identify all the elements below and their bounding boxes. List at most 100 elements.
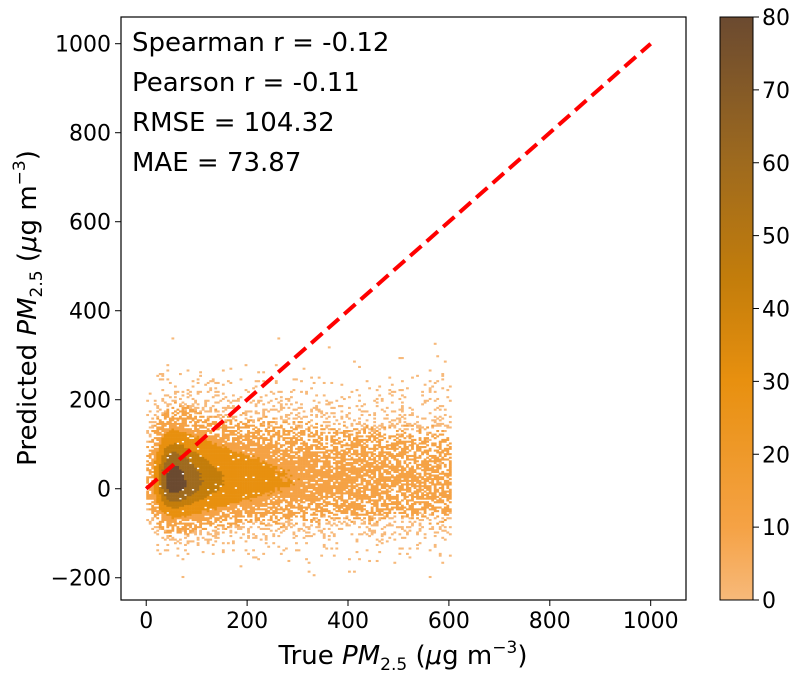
density-cell (305, 558, 308, 561)
density-cell (360, 474, 364, 477)
density-cell (279, 417, 283, 420)
density-cell (168, 447, 172, 450)
density-cell (206, 492, 210, 495)
density-cell (231, 515, 235, 518)
density-cell (206, 531, 210, 534)
density-cell (184, 490, 187, 493)
density-cell (158, 433, 162, 436)
density-cell (254, 481, 258, 484)
density-cell (221, 481, 225, 484)
density-cell (184, 499, 187, 502)
density-cell (348, 449, 351, 452)
density-cell (385, 472, 389, 475)
density-cell (272, 435, 276, 438)
density-cell (363, 460, 366, 463)
density-cell (249, 419, 253, 422)
density-cell (168, 510, 172, 513)
density-cell (358, 472, 361, 475)
density-cell (355, 435, 359, 438)
density-cell (186, 499, 190, 502)
density-cell (322, 421, 326, 424)
density-cell (181, 558, 185, 561)
density-cell (196, 465, 200, 468)
density-cell (322, 446, 326, 449)
density-cell (358, 497, 361, 500)
density-cell (199, 474, 203, 477)
density-cell (360, 465, 364, 468)
density-cell (204, 444, 208, 447)
density-cell (287, 469, 291, 472)
density-cell (181, 424, 185, 427)
density-cell (274, 506, 278, 509)
density-cell (272, 433, 276, 436)
density-cell (186, 406, 190, 409)
density-cell (292, 408, 296, 411)
density-cell (186, 467, 190, 470)
density-cell (290, 396, 293, 399)
density-cell (186, 495, 190, 498)
density-cell (302, 515, 306, 518)
density-cell (277, 545, 281, 548)
density-cell (305, 476, 308, 479)
density-cell (388, 437, 392, 440)
density-cell (171, 412, 175, 415)
density-cell (181, 405, 185, 408)
density-cell (325, 442, 329, 445)
density-cell (166, 403, 170, 406)
density-cell (191, 444, 195, 447)
density-cell (378, 454, 382, 457)
density-cell (315, 483, 319, 486)
density-cell (262, 422, 266, 425)
density-cell (390, 444, 394, 447)
density-cell (194, 447, 197, 450)
density-cell (239, 447, 243, 450)
density-cell (186, 469, 190, 472)
density-cell (335, 478, 339, 481)
density-cell (168, 502, 172, 506)
density-cell (282, 470, 286, 474)
density-cell (237, 495, 240, 498)
density-cell (385, 495, 389, 498)
density-cell (229, 492, 233, 495)
density-cell (156, 426, 160, 429)
density-cell (315, 508, 319, 511)
density-cell (312, 479, 316, 482)
density-cell (196, 431, 200, 434)
density-cell (194, 440, 197, 443)
density-cell (252, 499, 255, 502)
density-cell (244, 444, 248, 447)
density-cell (302, 513, 306, 516)
density-cell (282, 437, 286, 440)
density-cell (146, 440, 150, 443)
density-cell (277, 467, 281, 470)
density-cell (234, 483, 238, 486)
density-cell (247, 527, 250, 530)
density-cell (237, 424, 240, 427)
density-cell (360, 435, 364, 438)
density-cell (317, 440, 321, 443)
density-cell (156, 469, 160, 472)
density-cell (168, 486, 172, 490)
density-cell (279, 449, 283, 452)
density-cell (295, 490, 298, 493)
density-cell (224, 408, 228, 411)
density-cell (201, 522, 205, 525)
density-cell (350, 465, 354, 468)
density-cell (302, 430, 306, 433)
density-cell (292, 417, 296, 420)
density-cell (199, 519, 203, 522)
density-cell (315, 405, 319, 408)
density-cell (229, 531, 233, 534)
density-cell (179, 542, 182, 545)
density-cell (216, 460, 220, 463)
density-cell (335, 513, 339, 516)
density-cell (269, 494, 273, 497)
density-cell (247, 535, 250, 538)
density-cell (380, 426, 384, 429)
density-cell (173, 449, 177, 452)
density-cell (307, 481, 311, 484)
density-cell (186, 430, 190, 433)
density-cell (201, 467, 205, 470)
density-cell (290, 499, 293, 502)
density-cell (179, 488, 182, 491)
